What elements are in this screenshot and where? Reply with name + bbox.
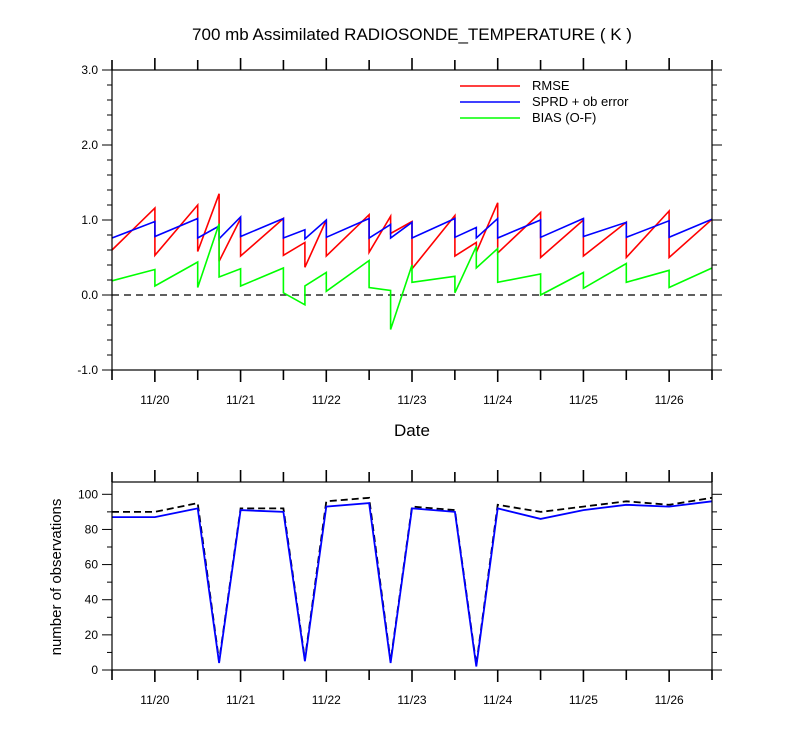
bottom-chart-panel: 0 20 40 60 80 100 11/20 11/21 11/22 11/23 11/24 11/… — [78, 470, 722, 707]
bottom-x-tick-label: 11/25 — [569, 693, 598, 707]
bottom-series-line-series-0 — [112, 496, 713, 665]
bottom-chart-ticks: 0 20 40 60 80 100 11/20 11/21 11/22 11/23 11/24 11/… — [78, 470, 722, 707]
top-y-tick-label: 1.0 — [81, 213, 98, 227]
bottom-x-tick-label: 11/23 — [397, 693, 426, 707]
bottom-y-tick-label: 80 — [85, 522, 99, 536]
top-x-tick-label: 11/24 — [483, 393, 512, 407]
bottom-plot-area — [112, 496, 713, 667]
chart-title: 700 mb Assimilated RADIOSONDE_TEMPERATUR… — [192, 25, 632, 44]
top-series-line-sprd-ob-error — [111, 215, 713, 241]
top-plot-border — [111, 69, 713, 371]
y-axis-label-observations: number of observations — [48, 499, 65, 656]
bottom-y-tick-label: 0 — [91, 663, 98, 677]
bottom-x-tick-label: 11/26 — [655, 693, 684, 707]
x-axis-label: Date — [394, 421, 430, 440]
top-x-tick-label: 11/21 — [226, 393, 255, 407]
top-y-tick-label: 2.0 — [81, 138, 98, 152]
top-chart-frame — [111, 69, 713, 371]
bottom-y-tick-label: 60 — [85, 558, 99, 572]
top-x-tick-label: 11/22 — [312, 393, 341, 407]
top-y-tick-label: 0.0 — [81, 288, 98, 302]
top-chart-ticks: -1.0 0.0 1.0 2.0 3.0 11/20 11/21 11/22 11/23 11/2… — [77, 58, 722, 407]
bottom-y-tick-label: 20 — [85, 628, 99, 642]
top-x-tick-label: 11/20 — [140, 393, 169, 407]
bottom-series-line-series-1 — [112, 500, 713, 667]
legend-label: BIAS (O-F) — [532, 110, 596, 125]
top-x-tick-label: 11/26 — [655, 393, 684, 407]
bottom-y-tick-label: 100 — [78, 487, 98, 501]
top-y-tick-label: 3.0 — [81, 63, 98, 77]
bottom-x-tick-label: 11/21 — [226, 693, 255, 707]
top-chart-panel: -1.0 0.0 1.0 2.0 3.0 11/20 11/21 11/22 11/23 11/2… — [77, 58, 722, 407]
legend-label: RMSE — [532, 78, 570, 93]
bottom-y-tick-label: 40 — [85, 593, 99, 607]
legend-label: SPRD + ob error — [532, 94, 629, 109]
top-series-line-bias-o-f — [111, 223, 713, 330]
top-plot-area — [111, 193, 713, 330]
top-x-tick-label: 11/25 — [569, 393, 598, 407]
bottom-x-tick-label: 11/24 — [483, 693, 512, 707]
bottom-x-tick-label: 11/22 — [312, 693, 341, 707]
top-y-tick-label: -1.0 — [77, 363, 98, 377]
top-x-tick-label: 11/23 — [397, 393, 426, 407]
bottom-x-tick-label: 11/20 — [140, 693, 169, 707]
